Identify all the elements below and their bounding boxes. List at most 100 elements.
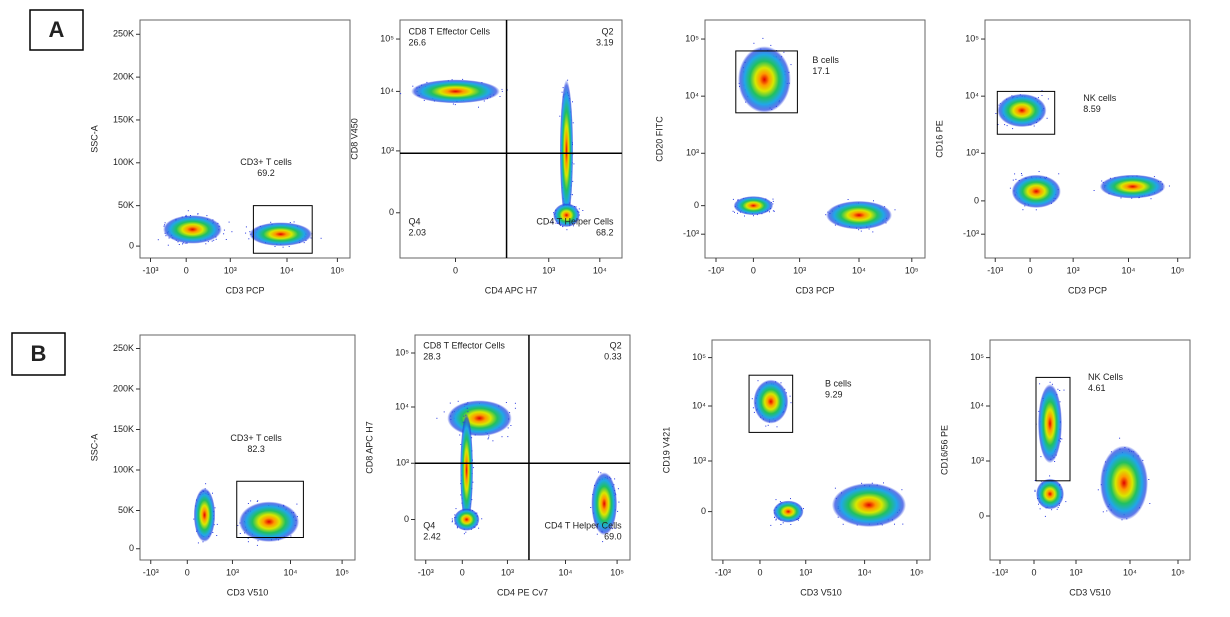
event-dot (247, 541, 249, 543)
x-tick-label: 10³ (542, 265, 555, 275)
event-dot (223, 233, 225, 235)
event-dot (239, 533, 241, 534)
event-dot (467, 402, 469, 404)
y-tick-label: 10⁴ (965, 91, 979, 101)
event-dot (178, 244, 180, 245)
x-tick-label: 10⁴ (280, 265, 294, 275)
event-dot (789, 395, 791, 397)
event-dot (861, 482, 863, 484)
y-axis-label: CD8 V450 (349, 118, 359, 160)
y-axis-label: CD20 FITC (654, 116, 664, 162)
event-dot (257, 540, 259, 542)
event-dot (506, 89, 508, 91)
event-dot (1065, 501, 1067, 503)
event-dot (1021, 173, 1022, 174)
event-dot (868, 228, 870, 230)
event-dot (457, 400, 459, 402)
y-tick-label: 10³ (966, 148, 979, 158)
y-tick-label: 100K (113, 157, 134, 167)
event-dot (187, 210, 189, 212)
event-dot (1014, 173, 1016, 175)
gate-name: Q4 (408, 217, 420, 227)
event-dot (1168, 185, 1170, 187)
event-dot (185, 214, 187, 216)
event-dot (555, 222, 557, 224)
event-dot (1063, 389, 1065, 391)
gate-name: CD8 T Effector Cells (423, 341, 505, 351)
event-dot (566, 229, 568, 231)
gate (252, 205, 313, 254)
event-dot (772, 200, 774, 202)
density-cloud (1036, 478, 1064, 510)
density-cloud (738, 46, 791, 113)
x-tick-label: 10³ (501, 567, 514, 577)
event-dot (1058, 173, 1060, 175)
x-tick-label: -10³ (143, 567, 159, 577)
gate-percent: 69.2 (257, 168, 275, 178)
event-dot (1101, 180, 1103, 182)
y-tick-label: 10⁵ (970, 352, 984, 362)
event-dot (215, 238, 217, 240)
panel-box (29, 9, 84, 51)
event-dot (995, 113, 997, 114)
event-dot (249, 231, 251, 233)
event-dot (223, 229, 225, 231)
event-dot (1038, 503, 1039, 505)
event-dot (825, 214, 827, 216)
x-axis-label: CD4 APC H7 (485, 285, 538, 295)
gate (236, 480, 304, 538)
event-dot (1039, 508, 1041, 510)
x-tick-label: 10⁴ (858, 567, 872, 577)
event-dot (202, 541, 204, 543)
gate-name: B cells (825, 378, 852, 388)
event-dot (734, 211, 735, 213)
event-dot (872, 231, 874, 233)
y-tick-label: 10⁵ (395, 347, 409, 357)
event-dot (1037, 97, 1039, 99)
event-dot (997, 124, 999, 125)
x-axis-label: CD3 V510 (227, 587, 269, 597)
x-tick-label: 10³ (793, 265, 806, 275)
event-dot (510, 425, 512, 426)
y-tick-label: 10⁴ (395, 401, 409, 411)
density-cloud (1099, 174, 1166, 199)
x-tick-label: 10⁵ (910, 567, 924, 577)
y-tick-label: -10³ (683, 229, 699, 239)
x-axis-label: CD3 PCP (1068, 285, 1107, 295)
event-dot (572, 180, 574, 182)
x-tick-label: 0 (453, 265, 458, 275)
x-tick-label: 10⁴ (1122, 265, 1136, 275)
event-dot (780, 524, 782, 525)
event-dot (205, 243, 207, 245)
density-cloud (1100, 445, 1148, 521)
event-dot (505, 402, 507, 403)
x-tick-label: 0 (460, 567, 465, 577)
gate-name: Q2 (602, 26, 614, 36)
y-tick-label: 10⁵ (685, 33, 699, 43)
event-dot (772, 198, 774, 200)
y-axis-label: SSC-A (89, 125, 99, 153)
event-dot (1004, 124, 1006, 126)
event-dot (1057, 506, 1059, 508)
event-dot (1041, 90, 1043, 92)
event-dot (772, 210, 774, 212)
event-dot (478, 106, 479, 108)
event-dot (797, 519, 799, 521)
x-tick-label: 10³ (1067, 265, 1080, 275)
event-dot (214, 507, 216, 509)
event-dot (462, 78, 464, 80)
y-tick-label: 10⁴ (970, 400, 984, 410)
event-dot (454, 104, 456, 106)
event-dot (1022, 209, 1024, 211)
event-dot (1120, 197, 1122, 199)
panel-label: B (31, 341, 47, 366)
y-tick-label: -10³ (963, 229, 979, 239)
density-cloud (411, 79, 500, 104)
event-dot (303, 242, 305, 244)
event-dot (472, 467, 474, 469)
event-dot (567, 79, 569, 81)
event-dot (228, 221, 230, 223)
panel-box (11, 332, 66, 376)
event-dot (164, 222, 166, 224)
gate-name: CD3+ T cells (230, 433, 282, 443)
